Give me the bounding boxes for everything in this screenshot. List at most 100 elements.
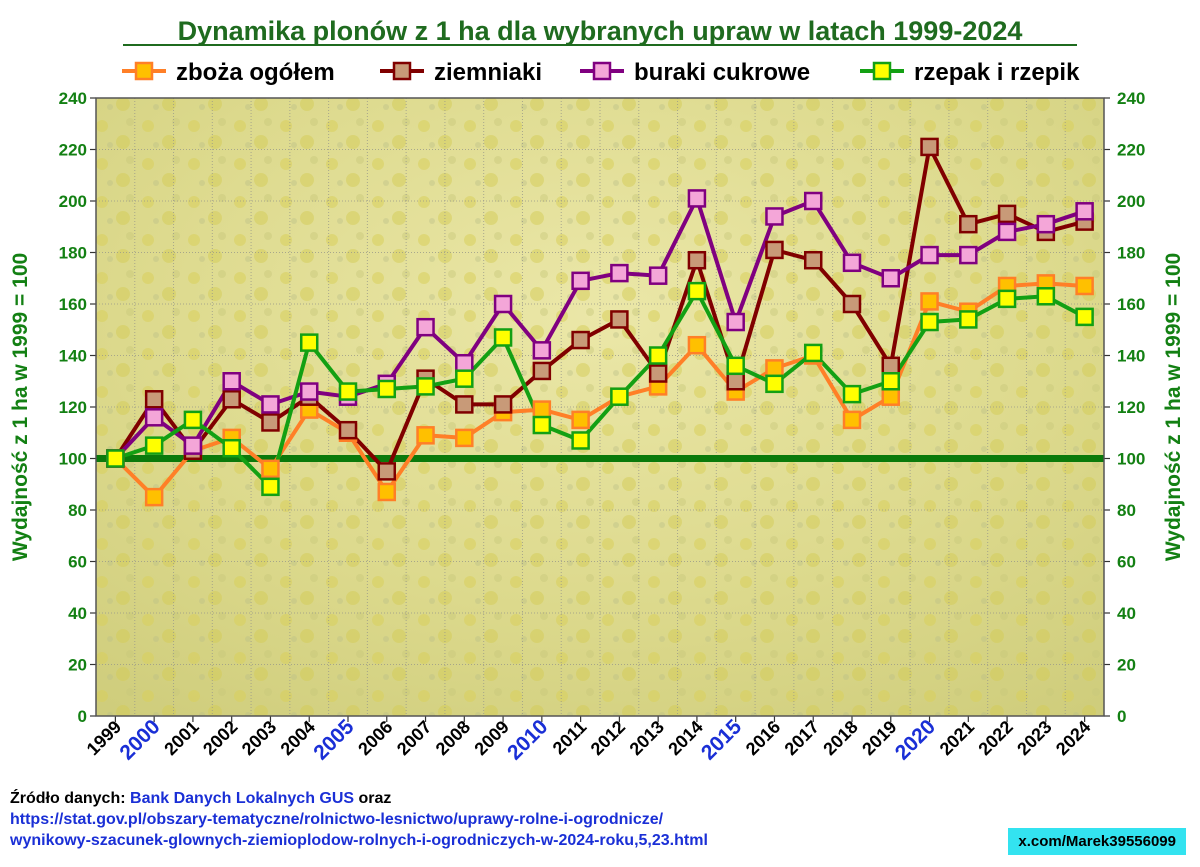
y-tick-label: 160 [1117, 295, 1145, 314]
y-tick-label: 180 [1117, 244, 1145, 263]
data-point [648, 364, 668, 383]
y-tick-label: 80 [68, 501, 87, 520]
data-point [222, 390, 241, 409]
x-tick-label: 2003 [238, 717, 280, 759]
series-markers [106, 137, 1094, 507]
data-point [959, 245, 978, 265]
x-tick-label: 2024 [1052, 717, 1094, 759]
data-point [455, 353, 474, 373]
x-tick-label: 2016 [742, 717, 784, 759]
data-point [1075, 202, 1094, 221]
data-point [726, 312, 745, 332]
data-point [803, 343, 823, 363]
legend: zboża ogółem ziemniaki buraki cukrowe rzepa… [122, 59, 1080, 86]
data-point [997, 289, 1017, 309]
data-point [687, 189, 707, 208]
y-tick-label: 140 [1117, 347, 1145, 366]
y-axis-right: 0 20 40 60 80 100 120 140 160 180 200 220 240 [1104, 89, 1145, 726]
x-tick-label: 2022 [974, 717, 1016, 759]
y-tick-label: 20 [1117, 656, 1136, 675]
x-tick-label: 2020 [891, 715, 940, 764]
data-point [648, 266, 668, 285]
data-point [261, 459, 280, 479]
y-tick-label: 0 [78, 707, 87, 726]
data-point [842, 294, 862, 314]
y-tick-label: 200 [1117, 192, 1145, 211]
data-point [455, 369, 474, 388]
source-url-line-2[interactable]: wynikowy-szacunek-glownych-ziemioplodow-… [10, 832, 708, 849]
y-tick-label: 40 [68, 604, 87, 623]
data-point [881, 269, 901, 288]
legend-label: zboża ogółem [176, 59, 335, 86]
x-tick-label: 2021 [936, 717, 978, 759]
x-tick-label: 2000 [115, 715, 164, 764]
data-point [765, 240, 784, 260]
y-tick-label: 0 [1117, 707, 1126, 726]
y-axis-label-left: Wydajność z 1 ha w 1999 = 100 [9, 253, 32, 561]
source-label: Źródło danych: [10, 790, 126, 807]
data-point [222, 438, 241, 458]
svg-text:Dynamika plonów z 1 ha dla wyb: Dynamika plonów z 1 ha dla wybranych upr… [178, 16, 1023, 46]
x-axis: 1999200020012002200320042005200620072008… [83, 715, 1095, 765]
data-point [1036, 287, 1056, 306]
data-point [338, 420, 358, 440]
data-point [144, 408, 164, 427]
data-point [687, 335, 707, 355]
y-tick-label: 200 [59, 192, 87, 211]
x-tick-label: 2015 [697, 715, 747, 765]
y-tick-label: 160 [59, 295, 87, 314]
data-point [842, 253, 862, 273]
y-axis-label-right: Wydajność z 1 ha w 1999 = 100 [1162, 253, 1185, 561]
data-point [881, 372, 901, 391]
data-point [455, 428, 474, 448]
data-point [959, 310, 978, 329]
source-url-line-1[interactable]: https://stat.gov.pl/obszary-tematyczne/r… [10, 811, 664, 828]
legend-marker [392, 61, 412, 81]
data-point [765, 359, 784, 378]
author-handle[interactable]: x.com/Marek39556099 [1008, 828, 1186, 855]
y-tick-label: 220 [59, 141, 87, 160]
data-point [416, 317, 435, 337]
data-point [299, 333, 319, 352]
plot-border [95, 97, 1105, 717]
legend-marker [134, 61, 154, 81]
x-tick-label: 2011 [549, 717, 591, 759]
data-point [493, 328, 513, 347]
x-tick-label: 2023 [1013, 717, 1055, 759]
x-tick-label: 2001 [160, 717, 202, 759]
y-tick-label: 100 [59, 450, 87, 469]
source-suffix: oraz [358, 790, 392, 807]
data-point [261, 395, 280, 414]
y-tick-label: 40 [1117, 604, 1136, 623]
data-point [842, 384, 862, 404]
legend-label: rzepak i rzepik [914, 59, 1080, 86]
data-point [144, 390, 164, 409]
data-point [183, 410, 203, 430]
data-point [532, 361, 552, 381]
data-point [144, 487, 164, 507]
y-tick-label: 100 [1117, 450, 1145, 469]
y-tick-label: 240 [1117, 89, 1145, 108]
data-point [106, 449, 125, 468]
x-tick-label: 2008 [432, 717, 474, 759]
data-point [997, 204, 1017, 224]
data-point [610, 310, 629, 329]
data-point [532, 341, 552, 360]
source-name-link[interactable]: Bank Danych Lokalnych GUS [130, 790, 355, 807]
data-point [144, 436, 164, 455]
legend-label: buraki cukrowe [634, 59, 810, 86]
x-tick-label: 2018 [819, 717, 861, 759]
data-point [803, 250, 823, 270]
x-tick-label: 2006 [354, 717, 396, 759]
data-point [1036, 214, 1056, 234]
data-point [261, 413, 280, 432]
x-tick-label: 2013 [626, 717, 668, 759]
data-point [920, 137, 939, 157]
data-point [1075, 276, 1094, 296]
data-point [765, 207, 784, 226]
data-point [377, 482, 397, 502]
x-tick-label: 2007 [393, 717, 435, 759]
data-point [455, 395, 474, 414]
data-point [687, 281, 707, 301]
data-point [261, 477, 280, 497]
